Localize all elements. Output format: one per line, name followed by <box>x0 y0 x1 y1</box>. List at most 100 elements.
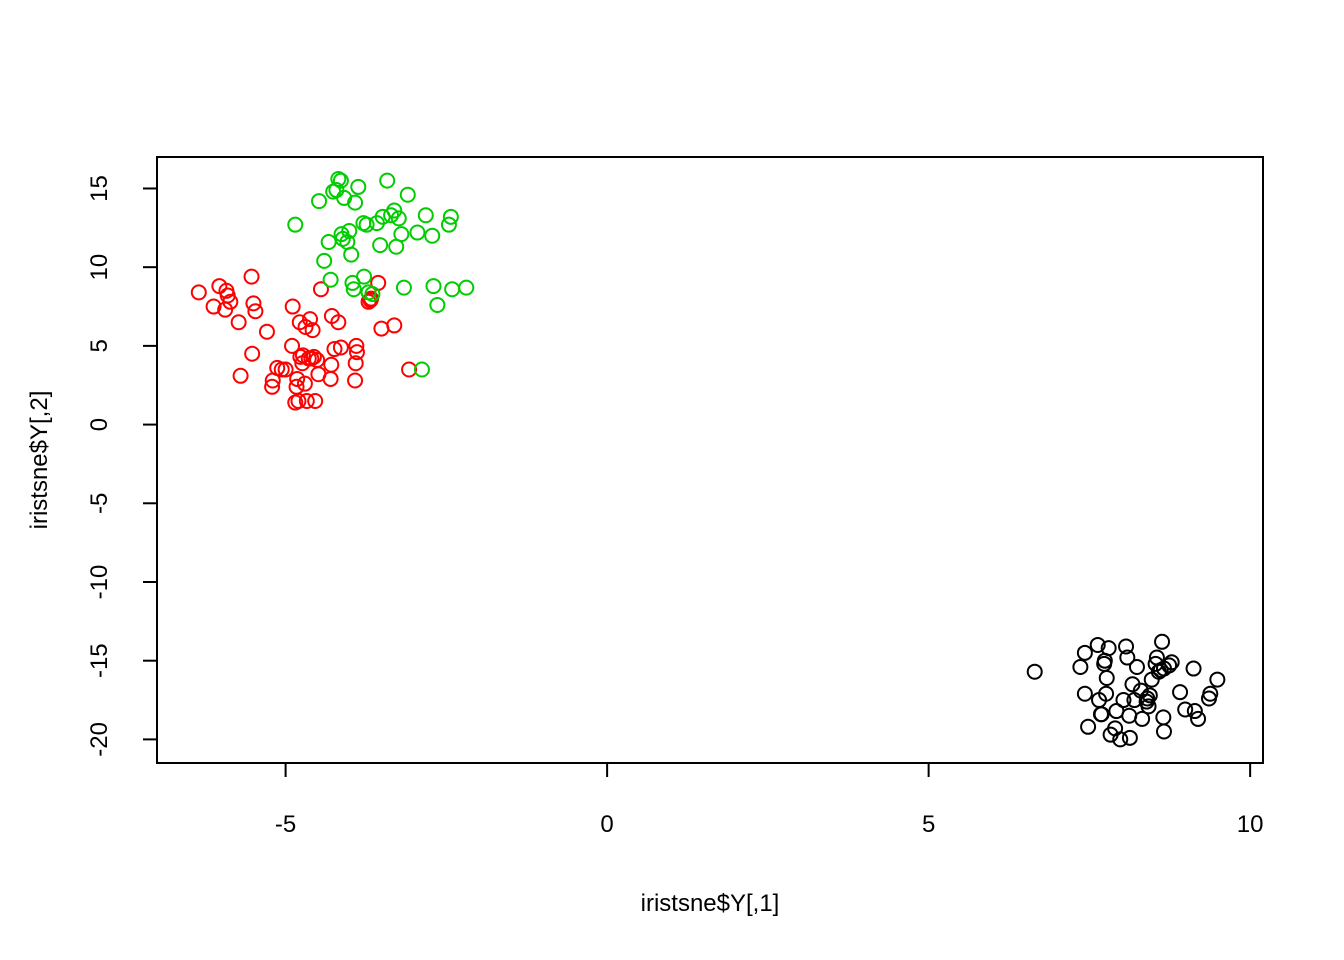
x-tick-label: -5 <box>275 811 296 838</box>
data-point <box>458 279 475 296</box>
y-axis: -20 -15 -10 -5 0 5 10 15 <box>86 175 158 757</box>
data-point <box>1098 685 1115 702</box>
data-point <box>277 361 294 378</box>
data-point <box>348 337 365 354</box>
data-point <box>330 314 347 331</box>
x-axis-label: iristsne$Y[,1] <box>641 890 780 917</box>
data-point <box>356 268 373 285</box>
data-point <box>1141 687 1158 704</box>
data-point <box>347 355 364 372</box>
data-point <box>298 392 315 409</box>
x-tick-label: 10 <box>1237 811 1264 838</box>
data-point <box>190 284 207 301</box>
data-point <box>386 202 403 219</box>
data-point <box>1163 654 1180 671</box>
data-point <box>358 216 375 233</box>
plot-frame <box>156 156 1264 764</box>
data-point <box>1076 685 1093 702</box>
data-point <box>440 216 457 233</box>
data-point <box>379 172 396 189</box>
data-point <box>345 281 362 298</box>
data-point <box>1115 692 1132 709</box>
data-point <box>320 233 337 250</box>
data-point <box>1121 729 1138 746</box>
data-point <box>373 320 390 337</box>
data-point <box>1154 633 1171 650</box>
data-point <box>284 337 301 354</box>
data-point <box>1072 658 1089 675</box>
data-point <box>307 392 324 409</box>
x-tick-label: 5 <box>922 811 935 838</box>
data-point <box>311 193 328 210</box>
x-axis: -5 0 5 10 <box>275 762 1264 838</box>
data-point <box>350 178 367 195</box>
data-point <box>264 378 281 395</box>
data-point <box>364 285 381 302</box>
data-point <box>348 344 365 361</box>
data-point <box>399 186 416 203</box>
data-point <box>1098 670 1115 687</box>
data-point <box>245 295 262 312</box>
data-point <box>332 172 349 189</box>
data-point <box>330 171 347 188</box>
data-point <box>326 341 343 358</box>
data-point <box>1155 723 1172 740</box>
data-point <box>409 224 426 241</box>
data-point <box>1155 709 1172 726</box>
data-point <box>316 252 333 269</box>
data-point <box>425 278 442 295</box>
data-point <box>1080 718 1097 735</box>
data-points <box>190 171 1226 748</box>
data-point <box>289 370 306 387</box>
data-point <box>429 296 446 313</box>
data-point <box>232 367 249 384</box>
data-point <box>244 345 261 362</box>
data-point <box>343 246 360 263</box>
data-point <box>1186 703 1203 720</box>
data-point <box>230 314 247 331</box>
data-point <box>312 281 329 298</box>
data-point <box>347 372 364 389</box>
data-point <box>304 322 321 339</box>
data-point <box>1089 636 1106 653</box>
data-point <box>1172 684 1189 701</box>
data-point <box>401 361 418 378</box>
data-point <box>1118 638 1135 655</box>
y-tick-label: 0 <box>86 418 113 431</box>
data-point <box>372 237 389 254</box>
data-point <box>390 210 407 227</box>
data-point <box>360 293 377 310</box>
data-point <box>1202 685 1219 702</box>
data-point <box>205 298 222 315</box>
data-point <box>341 222 358 239</box>
data-point <box>1121 707 1138 724</box>
data-point <box>222 293 239 310</box>
data-point <box>1093 706 1110 723</box>
data-point <box>413 361 430 378</box>
data-point <box>1100 640 1117 657</box>
data-point <box>1119 649 1136 666</box>
data-point <box>393 226 410 243</box>
data-point <box>1209 671 1226 688</box>
data-point <box>395 279 412 296</box>
data-point <box>302 311 319 328</box>
y-tick-label: -20 <box>86 722 113 757</box>
y-tick-label: 10 <box>86 254 113 281</box>
data-point <box>247 303 264 320</box>
data-point <box>1139 690 1156 707</box>
data-point <box>442 208 459 225</box>
data-point <box>322 271 339 288</box>
y-tick-label: 5 <box>86 339 113 352</box>
data-point <box>1190 710 1207 727</box>
data-point <box>1076 644 1093 661</box>
data-point <box>347 194 364 211</box>
y-tick-label: -5 <box>86 493 113 514</box>
data-point <box>386 317 403 334</box>
y-tick-label: -15 <box>86 643 113 678</box>
data-point <box>444 281 461 298</box>
data-point <box>1185 660 1202 677</box>
data-point <box>1128 658 1145 675</box>
x-tick-label: 0 <box>600 811 613 838</box>
data-point <box>287 216 304 233</box>
data-point <box>1112 731 1129 748</box>
